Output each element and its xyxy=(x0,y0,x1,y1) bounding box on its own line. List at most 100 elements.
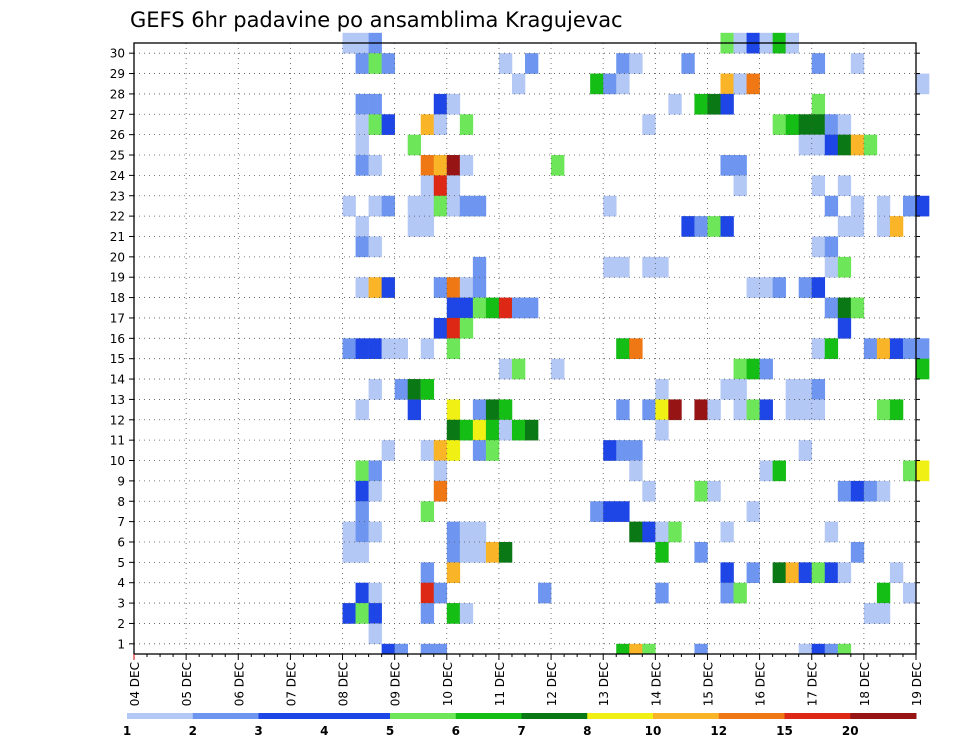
heatmap-cell xyxy=(720,521,734,543)
heatmap-cell xyxy=(772,562,786,584)
heatmap-cell xyxy=(916,338,930,359)
x-tick-label: 06 DEC xyxy=(232,662,246,706)
heatmap-cell xyxy=(368,236,382,258)
heatmap-cell xyxy=(472,399,487,421)
heatmap-cell xyxy=(381,114,395,135)
legend-swatch xyxy=(127,713,194,719)
heatmap-cell xyxy=(342,521,356,543)
heatmap-cell xyxy=(446,399,461,421)
heatmap-cell xyxy=(459,155,474,176)
legend-label: 10 xyxy=(645,724,662,738)
heatmap-cell xyxy=(798,440,813,461)
heatmap-cell xyxy=(720,582,734,604)
legend-swatch xyxy=(653,713,720,719)
heatmap-cell xyxy=(446,195,461,217)
heatmap-cell xyxy=(459,521,474,543)
legend-swatch xyxy=(324,713,391,719)
heatmap-cell xyxy=(694,216,708,237)
heatmap-cell xyxy=(642,521,656,543)
heatmap-cell xyxy=(485,399,500,421)
heatmap-cell xyxy=(785,379,799,400)
heatmap-cell xyxy=(629,440,643,461)
heatmap-cell xyxy=(629,460,643,482)
heatmap-cell xyxy=(889,216,904,237)
heatmap-cell xyxy=(707,399,721,421)
heatmap-cell xyxy=(498,53,513,74)
heatmap-cell xyxy=(525,419,539,441)
heatmap-cell xyxy=(498,358,513,380)
heatmap-cell xyxy=(355,480,369,502)
heatmap-cell xyxy=(472,277,487,298)
heatmap-cell xyxy=(420,582,435,604)
heatmap-cell xyxy=(433,195,448,217)
y-tick-label: 18 xyxy=(110,291,125,305)
heatmap-cell xyxy=(733,73,747,95)
legend-label: 20 xyxy=(842,724,859,738)
heatmap-cell xyxy=(394,379,408,400)
y-tick-label: 8 xyxy=(117,495,125,509)
heatmap-cell xyxy=(850,541,865,563)
heatmap-cell xyxy=(629,338,643,359)
heatmap-cell xyxy=(655,399,669,421)
heatmap-cell xyxy=(811,175,826,197)
heatmap-cell xyxy=(642,256,656,278)
heatmap-cell xyxy=(485,419,500,441)
heatmap-cell xyxy=(850,195,865,217)
heatmap-cell xyxy=(511,73,526,95)
heatmap-cell xyxy=(342,541,356,563)
y-tick-label: 10 xyxy=(110,454,125,468)
y-tick-label: 25 xyxy=(110,149,125,163)
legend-label: 15 xyxy=(776,724,793,738)
heatmap-cell xyxy=(655,379,669,400)
heatmap-cell xyxy=(459,541,474,563)
heatmap-cell xyxy=(603,440,617,461)
heatmap-cell xyxy=(733,379,747,400)
heatmap-cell xyxy=(811,134,826,156)
heatmap-cell xyxy=(433,582,448,604)
heatmap-cell xyxy=(446,175,461,197)
heatmap-cell xyxy=(642,643,656,655)
heatmap-cell xyxy=(446,562,461,584)
heatmap-cell xyxy=(590,501,604,522)
heatmap-cell xyxy=(746,399,760,421)
heatmap-cell xyxy=(472,541,487,563)
heatmap-cell xyxy=(811,643,826,655)
heatmap-cell xyxy=(407,195,422,217)
heatmap-cell xyxy=(785,114,799,135)
x-tick-label: 11 DEC xyxy=(493,662,507,706)
heatmap-cell xyxy=(381,643,395,655)
heatmap-cell xyxy=(811,399,826,421)
heatmap-cell xyxy=(916,73,930,95)
heatmap-cell xyxy=(863,603,878,624)
heatmap-cell xyxy=(355,93,369,115)
heatmap-cell xyxy=(837,216,852,237)
heatmap-cell xyxy=(446,297,461,319)
heatmap-cell xyxy=(446,521,461,543)
heatmap-cell xyxy=(446,603,461,624)
heatmap-cell xyxy=(824,562,839,584)
y-tick-label: 5 xyxy=(117,556,125,570)
heatmap-cell xyxy=(733,399,747,421)
heatmap-cell xyxy=(511,419,526,441)
heatmap-cell xyxy=(407,216,422,237)
heatmap-cell xyxy=(433,643,448,655)
heatmap-cell xyxy=(355,236,369,258)
y-tick-label: 6 xyxy=(117,535,125,549)
heatmap-cell xyxy=(837,175,852,197)
heatmap-cell xyxy=(433,114,448,135)
heatmap-cell xyxy=(433,277,448,298)
heatmap-cell xyxy=(446,541,461,563)
heatmap-cell xyxy=(446,419,461,441)
heatmap-cell xyxy=(811,379,826,400)
heatmap-cell xyxy=(368,379,382,400)
heatmap-cell xyxy=(785,562,799,584)
heatmap-cell xyxy=(694,541,708,563)
heatmap-cell xyxy=(433,440,448,461)
heatmap-cell xyxy=(798,399,813,421)
heatmap-cell xyxy=(459,114,474,135)
heatmap-cell xyxy=(511,297,526,319)
x-tick-label: 07 DEC xyxy=(284,662,298,706)
y-tick-label: 14 xyxy=(110,373,125,387)
heatmap-cell xyxy=(551,358,565,380)
heatmap-cell xyxy=(746,277,760,298)
